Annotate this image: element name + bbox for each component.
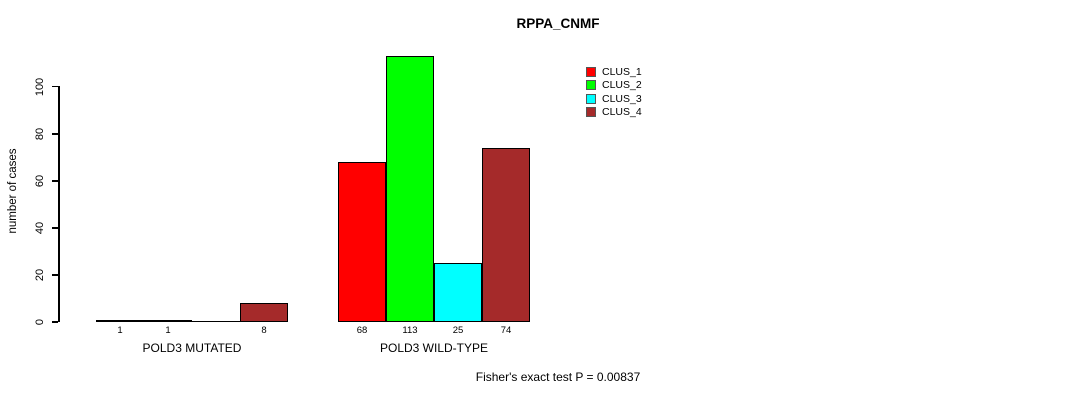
y-tick-label: 40 xyxy=(34,221,46,234)
bar-value-label: 113 xyxy=(402,325,418,336)
legend-swatch-icon xyxy=(586,80,596,91)
bar-value-label: 25 xyxy=(452,325,464,336)
y-axis-label: number of cases xyxy=(7,148,19,234)
bar-value-label: 68 xyxy=(356,325,368,336)
y-tick-mark xyxy=(52,274,58,276)
bar-clus_2 xyxy=(386,56,434,322)
y-tick-mark xyxy=(52,321,58,323)
y-tick-label: 60 xyxy=(34,174,46,187)
y-tick-mark xyxy=(52,227,58,229)
chart-title: RPPA_CNMF xyxy=(516,16,600,31)
legend-row-clus_4: CLUS_4 xyxy=(586,106,642,118)
bar-clus_3 xyxy=(434,263,482,322)
bar-clus_4 xyxy=(240,303,288,322)
y-tick-mark xyxy=(52,85,58,88)
y-tick-label: 20 xyxy=(34,268,46,282)
y-tick-mark xyxy=(52,180,58,182)
bar-clus_2 xyxy=(144,320,192,322)
legend-swatch-icon xyxy=(586,107,596,118)
bar-clus_3-zero xyxy=(192,320,240,322)
legend-label: CLUS_3 xyxy=(602,92,642,105)
bar-clus_1 xyxy=(338,162,386,322)
x-group-label: POLD3 MUTATED xyxy=(142,341,242,355)
bar-clus_1 xyxy=(96,320,144,322)
legend-row-clus_3: CLUS_3 xyxy=(586,93,642,105)
bar-value-label: 74 xyxy=(500,325,512,336)
bar-value-label: 1 xyxy=(117,325,123,336)
legend-row-clus_2: CLUS_2 xyxy=(586,79,642,91)
legend-swatch-icon xyxy=(586,67,596,77)
bar-value-label: 1 xyxy=(165,325,171,336)
y-tick-label: 100 xyxy=(34,77,46,96)
bar-clus_4 xyxy=(482,148,530,322)
y-axis-line xyxy=(58,86,60,322)
legend-label: CLUS_1 xyxy=(602,66,642,78)
legend-label: CLUS_4 xyxy=(602,106,642,119)
x-group-label: POLD3 WILD-TYPE xyxy=(379,341,489,355)
y-tick-mark xyxy=(52,133,58,135)
legend-swatch-icon xyxy=(586,93,596,104)
fisher-annotation: Fisher's exact test P = 0.00837 xyxy=(475,370,641,384)
y-tick-label: 80 xyxy=(34,127,46,140)
legend-label: CLUS_2 xyxy=(602,79,642,92)
legend-row-clus_1: CLUS_1 xyxy=(586,66,642,78)
bar-value-label: 8 xyxy=(261,325,267,336)
y-tick-label: 0 xyxy=(34,318,46,326)
